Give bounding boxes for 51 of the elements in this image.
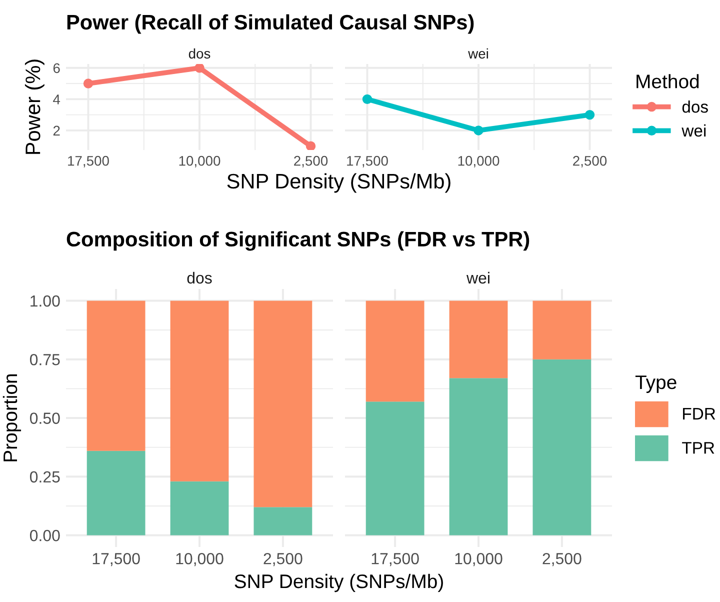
y-tick-label: 1.00 [30,295,60,307]
y-tick-label: 0.00 [30,530,60,542]
bar [366,300,424,402]
x-tick-label: 10,000 [458,156,500,168]
bar [170,300,229,482]
bar [254,507,312,536]
y-tick-label: 6 [53,63,60,74]
x-tick-label: 2,500 [573,156,607,168]
x-axis-title: SNP Density (SNPs/Mb) [234,574,443,592]
x-tick-label: 17,500 [372,552,419,566]
y-tick-label: 0.25 [30,471,60,483]
x-tick-label: 10,000 [176,552,224,566]
bar [449,378,508,536]
x-tick-label: 2,500 [294,156,328,168]
y-axis-title: Power (%) [24,60,44,154]
point [306,141,316,150]
y-axis-title: Proportion [2,374,22,462]
bar [254,300,312,508]
chart-title: Composition of Significant SNPs (FDR vs TPR) [66,231,530,251]
legend-label: dos [682,100,708,113]
y-tick-label: 4 [53,94,60,104]
y-tick-label: 0.50 [30,412,60,424]
chart-title: Power (Recall of Simulated Causal SNPs) [67,14,474,34]
bar [86,300,146,451]
legend-label: TPR [682,442,714,454]
chart-subtitle: wei [466,272,490,284]
x-tick-label: 17,500 [347,156,388,168]
x-tick-label: 2,500 [264,552,302,566]
x-axis-title: SNP Density (SNPs/Mb) [227,173,450,193]
bar [86,450,146,536]
point [83,78,94,88]
legend-label: wei [682,124,706,137]
bar [532,359,592,536]
legend-label: FDR [683,408,716,420]
legend-title: Type [635,376,676,393]
legend-title: Method [636,74,699,88]
chart-subtitle: dos [188,48,210,59]
bar [366,402,424,536]
bar [449,300,508,378]
point [194,64,204,73]
y-tick-label: 2 [53,126,60,136]
y-tick-label: 0.75 [30,354,60,366]
x-tick-label: 10,000 [179,156,220,168]
bar [170,481,229,536]
chart-subtitle: wei [468,48,488,59]
x-tick-label: 17,500 [68,156,109,168]
x-tick-label: 17,500 [92,552,140,566]
x-tick-label: 10,000 [455,552,502,566]
x-tick-label: 2,500 [542,552,582,566]
bar [532,300,592,360]
chart-subtitle: dos [187,272,212,284]
